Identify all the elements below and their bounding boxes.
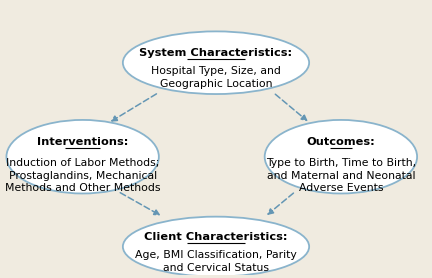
Text: Hospital Type, Size, and
Geographic Location: Hospital Type, Size, and Geographic Loca…: [151, 66, 281, 89]
Text: Age, BMI Classification, Parity
and Cervical Status: Age, BMI Classification, Parity and Cerv…: [135, 250, 297, 272]
Ellipse shape: [6, 120, 159, 193]
Text: Interventions:: Interventions:: [37, 137, 128, 147]
Ellipse shape: [123, 217, 309, 277]
Text: Induction of Labor Methods;
Prostaglandins, Mechanical
Methods and Other Methods: Induction of Labor Methods; Prostaglandi…: [5, 158, 160, 193]
Text: System Characteristics:: System Characteristics:: [140, 48, 292, 58]
Text: Client Characteristics:: Client Characteristics:: [144, 232, 288, 242]
Text: Type to Birth, Time to Birth,
and Maternal and Neonatal
Adverse Events: Type to Birth, Time to Birth, and Matern…: [266, 158, 416, 193]
Ellipse shape: [123, 31, 309, 94]
Text: Outcomes:: Outcomes:: [307, 137, 375, 147]
Ellipse shape: [265, 120, 417, 193]
